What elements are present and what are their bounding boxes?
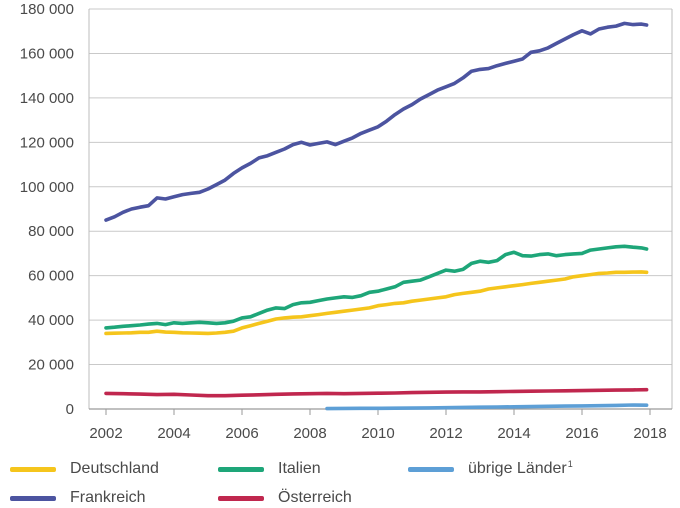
legend-label-oesterreich: Österreich <box>278 489 352 506</box>
y-axis-ticks: 0 20 000 40 000 60 000 80 000 100 000 120 000 1… <box>20 1 74 418</box>
x-tick-label: 2004 <box>157 425 190 442</box>
legend-label-uebrige-laender: übrige Länder <box>468 460 567 477</box>
legend-footnote-marker: 1 <box>567 459 573 469</box>
legend-swatch-oesterreich <box>218 495 264 501</box>
legend-swatch-deutschland <box>10 466 56 472</box>
series-line-italien <box>104 244 649 330</box>
legend-item-frankreich: Frankreich <box>10 489 146 507</box>
x-tick-label: 2010 <box>361 425 394 442</box>
legend-item-deutschland: Deutschland <box>10 460 159 478</box>
series-line-oesterreich <box>104 387 649 398</box>
y-tick-label: 100 000 <box>20 179 74 196</box>
legend-item-uebrige-laender: übrige Länder 1 <box>408 459 573 478</box>
y-tick-label: 40 000 <box>28 312 74 329</box>
x-tick-label: 2002 <box>89 425 122 442</box>
x-tick-label: 2006 <box>225 425 258 442</box>
y-tick-label: 120 000 <box>20 134 74 151</box>
legend-swatch-uebrige-laender <box>408 466 454 472</box>
x-tick-label: 2016 <box>565 425 598 442</box>
legend-item-italien: Italien <box>218 460 321 478</box>
y-tick-label: 160 000 <box>20 45 74 62</box>
legend-label-italien: Italien <box>278 460 321 477</box>
legend-label-deutschland: Deutschland <box>70 460 159 477</box>
legend-swatch-frankreich <box>10 495 56 501</box>
x-axis-ticks: 2002 2004 2006 2008 2010 2012 2014 2016 2018 <box>89 409 667 442</box>
series-line-uebrige-laender <box>325 403 649 411</box>
legend: Deutschland Italien übrige Länder 1 Frank… <box>0 456 680 508</box>
series-line-frankreich <box>104 21 649 222</box>
legend-item-oesterreich: Österreich <box>218 489 352 507</box>
legend-label-frankreich: Frankreich <box>70 489 146 506</box>
y-tick-label: 80 000 <box>28 223 74 240</box>
y-tick-label: 20 000 <box>28 357 74 374</box>
grid-lines <box>88 8 673 410</box>
x-tick-label: 2014 <box>497 425 530 442</box>
x-tick-label: 2008 <box>293 425 326 442</box>
legend-swatch-italien <box>218 466 264 472</box>
y-tick-label: 60 000 <box>28 268 74 285</box>
y-tick-label: 0 <box>66 401 74 418</box>
y-tick-label: 140 000 <box>20 90 74 107</box>
series-line-deutschland <box>104 270 649 336</box>
x-tick-label: 2012 <box>429 425 462 442</box>
y-tick-label: 180 000 <box>20 1 74 18</box>
series-lines <box>104 21 649 411</box>
x-tick-label: 2018 <box>633 425 666 442</box>
